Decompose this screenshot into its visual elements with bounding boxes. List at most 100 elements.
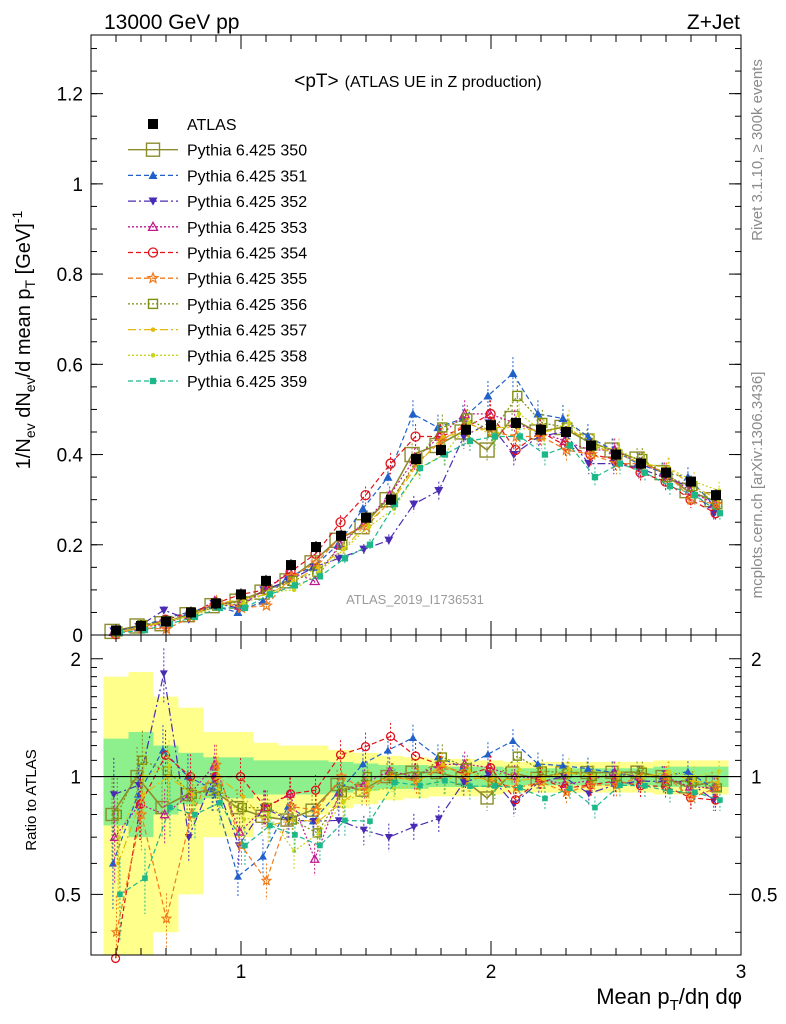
ratio-point [717,797,723,803]
ratio-point [358,759,367,768]
legend-entry: Pythia 6.425 350 [187,143,307,160]
series-point [384,536,394,545]
data-point [386,494,396,505]
main-y-tick-label: 0.6 [57,355,83,376]
ratio-axes: 0.5 0.5 1 1 2 2 1 2 3 [55,634,777,983]
series-point [416,464,424,472]
legend-marker [146,271,160,284]
legend-entry: Pythia 6.425 355 [187,271,307,288]
ratio-point [435,762,448,774]
main-y-tick-label: 0 [72,626,83,647]
series-point [383,472,393,481]
ratio-point [105,807,119,822]
ratio-point [212,784,223,794]
ratio-point [685,791,698,803]
ratio-markers [91,648,741,964]
series-point [483,391,493,400]
ratio-point [237,802,248,813]
ratio-point [617,770,622,775]
ratio-y-tick-label: 1 [70,768,81,789]
series-point [616,460,624,467]
ratio-point [542,795,548,802]
series-point [591,473,599,481]
legend-marker [150,353,156,358]
ratio-point [692,789,698,796]
data-point [411,454,421,465]
legend-marker [148,197,158,206]
legend-marker [149,377,157,385]
series-point [691,492,699,499]
ratio-point [309,817,318,826]
ratio-point [241,794,246,799]
ratio-band-inner [278,760,304,795]
series-point [491,433,499,440]
data-point [611,449,621,460]
subtitle-text: (ATLAS UE in Z production) [345,74,542,91]
ratio-point [567,767,572,772]
ratio-point [667,769,672,774]
ratio-y-tick-label-right: 2 [751,650,762,671]
ratio-point [642,782,648,789]
mcplots-label: mcplots.cern.ch [arXiv:1306.3436] [749,372,766,599]
ratio-point [517,784,523,791]
process-label: Z+Jet [687,11,740,34]
ratio-point [292,849,297,854]
series-point [408,409,418,418]
ratio-point [285,800,298,812]
data-point [336,530,346,541]
ratio-band-inner [253,760,279,795]
series-point [716,510,724,517]
ratio-point [385,731,396,742]
ratio-point [508,736,517,745]
ratio-point [441,762,446,767]
ratio-point [317,842,323,849]
ratio-point [217,787,222,792]
ratio-point [566,770,571,775]
ratio-point [109,831,120,842]
ratio-point [242,842,248,849]
ratio-point [260,874,273,886]
data-point [136,620,146,631]
ratio-point [334,817,343,825]
series-point [440,434,446,439]
ratio-point [287,815,298,825]
ratio-point [617,782,623,789]
title-text: <pT> [294,71,338,92]
ratio-point [662,776,673,787]
main-y-tick-label: 0.2 [57,536,83,557]
legend-entry: Pythia 6.425 358 [187,348,307,365]
data-point [711,490,721,501]
ratio-point [512,751,523,761]
chart-title: <pT> (ATLAS UE in Z production) [294,71,541,92]
ratio-point [517,767,522,772]
series-point [360,490,371,501]
data-point [561,426,571,437]
main-y-tick-label: 1 [72,175,83,196]
ratio-point [480,791,494,805]
data-point [161,616,171,627]
ratio-point [112,809,123,820]
ratio-point [160,912,173,924]
series-point [485,408,496,420]
ratio-point [684,781,695,791]
ratio-point [367,788,372,793]
series-point [366,541,374,548]
ratio-point [335,750,346,760]
series-point [290,578,296,584]
ratio-point [510,795,521,805]
ratio-point [342,817,348,824]
series-point [516,433,524,440]
ratio-point [342,799,347,804]
series-point [541,451,549,458]
series-point [316,573,324,580]
main-y-tick-label: 0.8 [57,265,83,286]
legend-marker [147,247,159,258]
ratio-point [312,828,323,838]
data-point [436,445,446,456]
legend-entry: Pythia 6.425 353 [187,220,307,237]
series-point [666,482,674,490]
series-point [566,442,574,449]
series-point [410,431,421,442]
ratio-point [442,777,448,784]
ratio-point [384,833,393,842]
